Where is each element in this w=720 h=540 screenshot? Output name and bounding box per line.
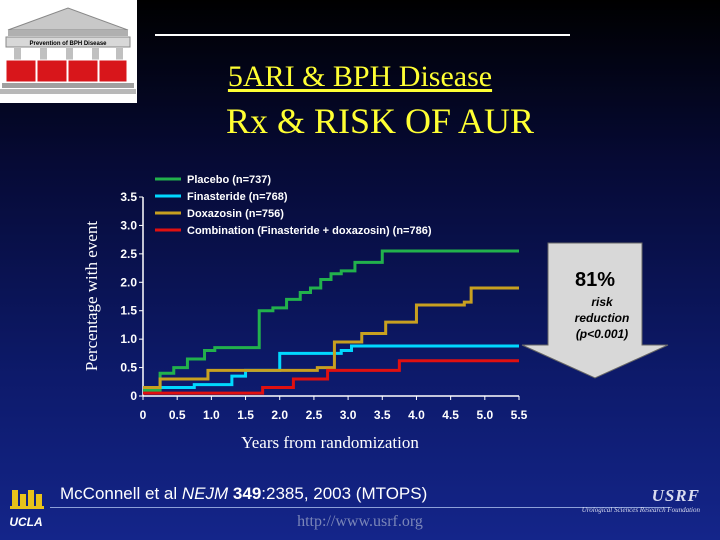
temple-logo-icon: Prevention of BPH Disease [0, 7, 136, 94]
legend-label-2: Doxazosin (n=756) [187, 208, 284, 220]
x-tick-label: 2.0 [271, 408, 288, 422]
usrf-footer-logo: USRF Urological Sciences Research Founda… [582, 486, 700, 514]
risk-reduction-callout: 81% risk reduction (p<0.001) [521, 242, 669, 379]
y-tick-label: 0.5 [120, 361, 137, 375]
series-line-0 [143, 249, 519, 392]
y-tick-label: 2.5 [120, 247, 137, 261]
callout-line-2: reduction [575, 311, 630, 325]
y-tick-label: 1.0 [120, 332, 137, 346]
footer-divider [50, 507, 670, 508]
citation-rest: :2385, 2003 (MTOPS) [261, 484, 428, 503]
slide-title: Rx & RISK OF AUR [225, 101, 535, 141]
slide-subtitle: 5ARI & BPH Disease [227, 60, 493, 93]
series-line-2 [143, 286, 519, 389]
x-tick-label: 4.5 [442, 408, 459, 422]
x-tick-label: 5.5 [511, 408, 528, 422]
top-divider [155, 34, 570, 36]
x-tick-label: 5.0 [476, 408, 493, 422]
x-tick-label: 3.0 [340, 408, 357, 422]
x-tick-label: 0.5 [169, 408, 186, 422]
callout-percentage: 81% [575, 269, 615, 291]
callout-line-3: (p<0.001) [576, 327, 628, 341]
x-tick-label: 1.5 [237, 408, 254, 422]
legend-label-0: Placebo (n=737) [187, 174, 271, 186]
series-line-3 [143, 359, 519, 395]
kaplan-meier-chart: 0 0.5 1.0 1.5 2.0 2.5 3.0 3.5 0 0.5 1.0 1.5 2.0 2.5 3.… [82, 174, 669, 452]
x-tick-label: 4.0 [408, 408, 425, 422]
citation-authors: McConnell et al [60, 484, 182, 503]
x-tick-label: 1.0 [203, 408, 220, 422]
callout-arrow-shape [521, 242, 669, 379]
citation-volume: 349 [232, 484, 262, 503]
callout-line-1: risk [591, 295, 614, 309]
y-tick-label: 1.5 [120, 304, 137, 318]
logo-banner-text: Prevention of BPH Disease [29, 41, 107, 47]
x-axis-label: Years from randomization [241, 433, 419, 452]
citation-journal: NEJM [181, 484, 229, 503]
usrf-temple-logo: Prevention of BPH Disease [0, 0, 137, 103]
legend-label-1: Finasteride (n=768) [187, 191, 288, 203]
legend-label-3: Combination (Finasteride + doxazosin) (n… [187, 225, 432, 237]
y-tick-label: 3.5 [120, 190, 137, 204]
y-tick-label: 3.0 [120, 218, 137, 232]
x-tick-label: 0 [140, 408, 147, 422]
y-axis-label: Percentage with event [82, 221, 101, 371]
usrf-name: USRF [651, 486, 700, 505]
ucla-label: UCLA [9, 515, 42, 529]
y-tick-label: 0 [130, 389, 137, 403]
ucla-logo-icon: UCLA [9, 490, 44, 529]
citation: McConnell et al NEJM 349:2385, 2003 (MTO… [60, 484, 427, 504]
footer-url[interactable]: http://www.usrf.org [297, 513, 423, 530]
x-tick-label: 3.5 [374, 408, 391, 422]
x-tick-label: 2.5 [306, 408, 323, 422]
usrf-full-name: Urological Sciences Research Foundation [581, 506, 700, 514]
y-tick-label: 2.0 [120, 275, 137, 289]
